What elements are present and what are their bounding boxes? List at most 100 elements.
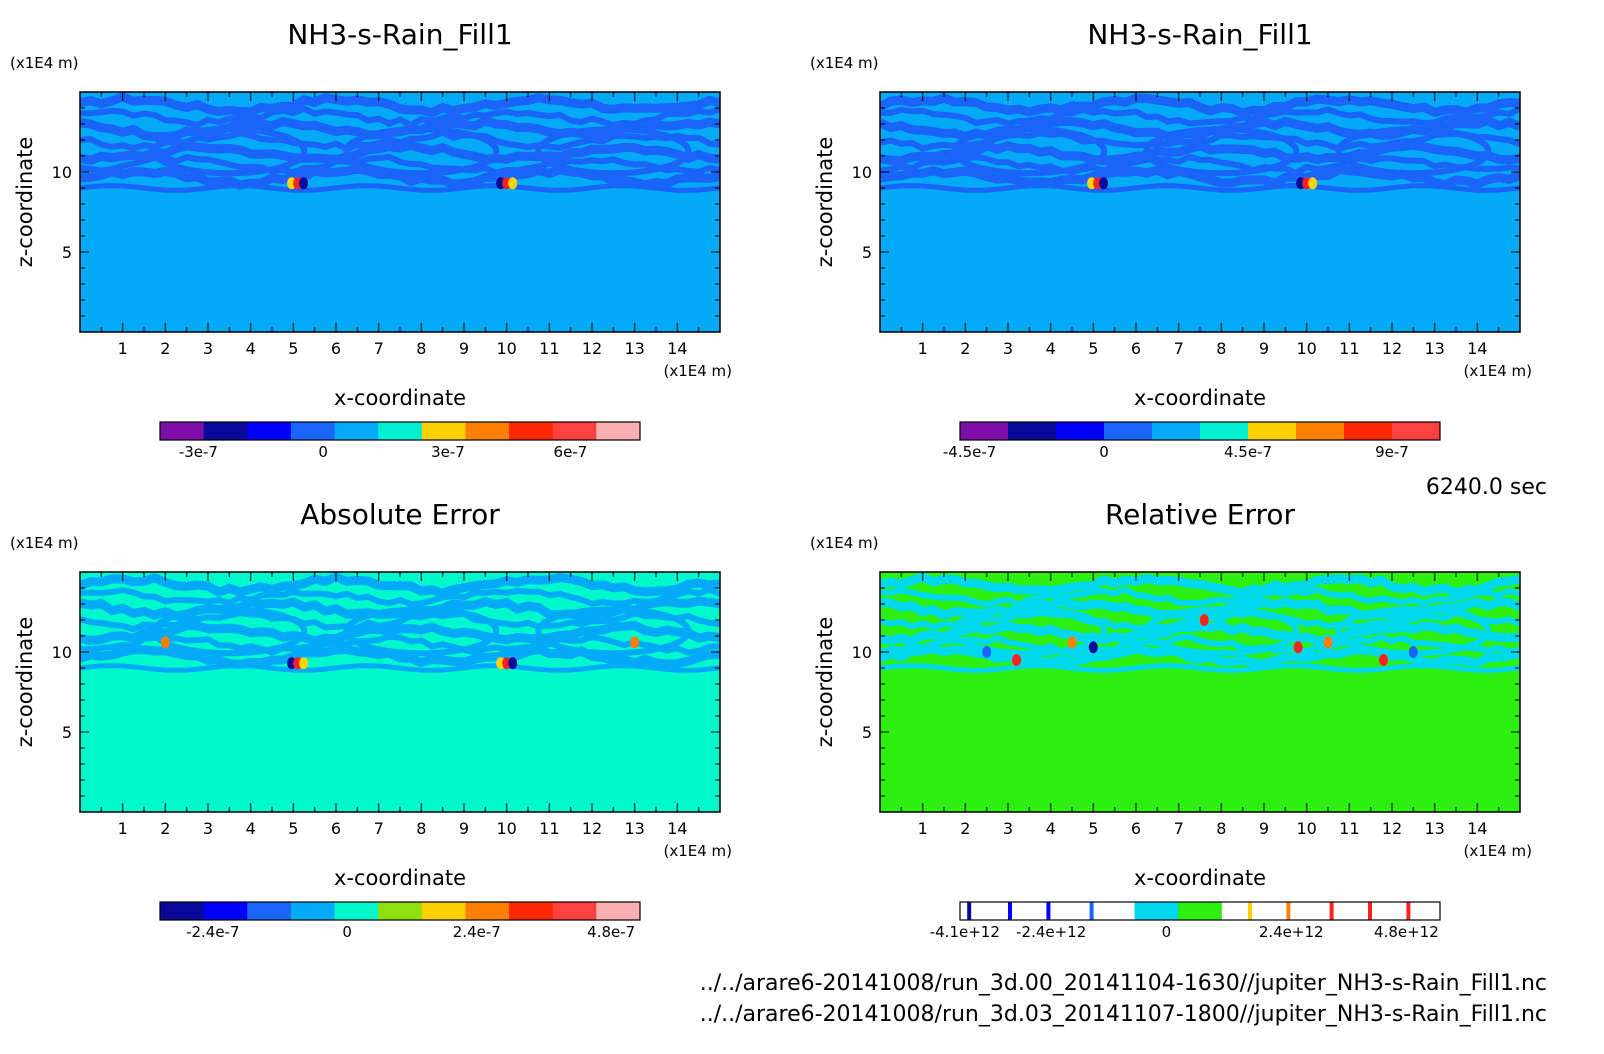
contour-band <box>80 164 720 190</box>
colorbar-swatch <box>1221 902 1266 920</box>
colorbar-swatch <box>596 902 641 920</box>
contour-band <box>80 140 720 165</box>
data-spot <box>1378 654 1388 666</box>
y-axis-title: z-coordinate <box>813 617 837 748</box>
x-tick-label: 11 <box>1339 819 1359 838</box>
x-tick-label: 9 <box>459 339 469 358</box>
colorbar-line <box>1329 902 1334 920</box>
x-tick-label: 5 <box>1088 819 1098 838</box>
x-tick-label: 4 <box>1046 339 1056 358</box>
x-tick-label: 6 <box>331 819 341 838</box>
contour-band <box>80 610 720 633</box>
x-tick-label: 7 <box>374 819 384 838</box>
colorbar-tick-label: 6e-7 <box>554 443 588 461</box>
colorbar-tick-label: -3e-7 <box>179 443 218 461</box>
data-spot <box>160 636 170 649</box>
x-tick-label: 6 <box>331 339 341 358</box>
x-tick-label: 6 <box>1131 819 1141 838</box>
x-tick-label: 14 <box>1467 819 1487 838</box>
colorbar-tick-label: 4.8e+12 <box>1374 923 1439 941</box>
data-spot <box>1099 177 1109 190</box>
colorbar-swatch <box>421 902 466 920</box>
contour-band <box>880 663 1520 673</box>
x-tick-label: 3 <box>203 819 213 838</box>
contour-band <box>80 620 720 646</box>
colorbar-swatch <box>160 902 205 920</box>
colorbar-swatch <box>1344 422 1393 440</box>
x-tick-label: 14 <box>667 339 687 358</box>
colorbar-tick-label: 0 <box>1099 443 1109 461</box>
colorbar-swatch <box>1047 902 1092 920</box>
colorbar-swatch <box>290 902 336 920</box>
colorbar-swatch <box>509 902 554 920</box>
colorbar-swatch <box>1104 422 1153 440</box>
colorbar-swatch <box>334 422 379 440</box>
colorbar-tick-label: 4.8e-7 <box>587 923 635 941</box>
panel-4: Relative Error(x1E4 m)1 2 3 4 5 6 7 8 9 10 11 12 13 1… <box>810 498 1532 941</box>
colorbar-swatch <box>247 902 292 920</box>
colorbar-swatch <box>465 902 510 920</box>
x-tick-label: 12 <box>582 339 602 358</box>
colorbar-swatch <box>552 902 597 920</box>
colorbar-swatch <box>203 902 248 920</box>
contour-band <box>1143 126 1300 177</box>
colorbar-swatch <box>1396 902 1441 920</box>
data-spot <box>1067 636 1077 649</box>
colorbar: -3e-7 0 3e-7 6e-7 <box>159 421 641 461</box>
colorbar-swatch <box>1003 902 1048 920</box>
colorbar-frame <box>159 421 641 441</box>
contour-band <box>880 183 1520 193</box>
x-tick-label: 1 <box>118 819 128 838</box>
colorbar-swatch <box>1248 422 1297 440</box>
colorbar-swatch <box>1200 422 1249 440</box>
y-tick-label: 10 <box>52 163 72 182</box>
colorbar-swatch <box>378 902 423 920</box>
y-unit-label: (x1E4 m) <box>810 54 879 72</box>
panel-3: Absolute Error(x1E4 m)1 2 3 4 5 6 7 8 9 10 11 12 13 1… <box>10 498 732 941</box>
contour-band <box>1335 126 1492 177</box>
colorbar-tick-label: 0 <box>342 923 352 941</box>
colorbar-swatch <box>960 422 1009 440</box>
panel-title: NH3-s-Rain_Fill1 <box>287 18 512 51</box>
colorbar: -4.5e-7 0 4.5e-7 9e-7 <box>943 421 1441 461</box>
x-tick-label: 2 <box>160 339 170 358</box>
colorbar-swatch <box>1178 902 1223 920</box>
contour-band <box>80 663 720 673</box>
x-tick-label: 12 <box>1382 339 1402 358</box>
x-tick-label: 10 <box>496 819 516 838</box>
contour-band <box>80 105 720 129</box>
contour-band <box>951 606 1108 657</box>
colorbar-swatch <box>1296 422 1345 440</box>
colorbar-swatch <box>334 902 379 920</box>
x-tick-label: 10 <box>1296 339 1316 358</box>
x-tick-label: 9 <box>459 819 469 838</box>
colorbar-tick-label: 0 <box>318 443 328 461</box>
contour-band <box>880 620 1520 646</box>
colorbar-swatch <box>160 422 205 440</box>
colorbar-tick-label: -4.1e+12 <box>930 923 1000 941</box>
x-tick-label: 7 <box>1174 339 1184 358</box>
contour-band <box>535 606 692 657</box>
colorbar-frame <box>959 421 1441 441</box>
contour-band <box>880 93 1520 118</box>
data-spot <box>1323 636 1333 649</box>
colorbar-swatch <box>1352 902 1397 920</box>
y-tick-label: 5 <box>862 243 872 262</box>
contour-band <box>151 606 308 657</box>
contour-band <box>880 153 1520 177</box>
data-spot <box>299 657 309 670</box>
x-tick-label: 3 <box>1003 339 1013 358</box>
colorbar-line <box>1286 902 1291 920</box>
colorbar-line <box>1248 902 1252 920</box>
contour-band <box>880 633 1520 657</box>
contour-band <box>80 633 720 656</box>
contour-band <box>1143 606 1300 657</box>
contour-band <box>80 586 720 608</box>
colorbar: -2.4e-7 0 2.4e-7 4.8e-7 <box>159 901 641 941</box>
contour-band <box>880 165 1520 190</box>
x-tick-label: 10 <box>1296 819 1316 838</box>
contour-band <box>880 140 1520 166</box>
footer-path-2: ../../arare6-20141008/run_3d.03_20141107… <box>700 1002 1547 1027</box>
colorbar-swatch <box>509 422 554 440</box>
